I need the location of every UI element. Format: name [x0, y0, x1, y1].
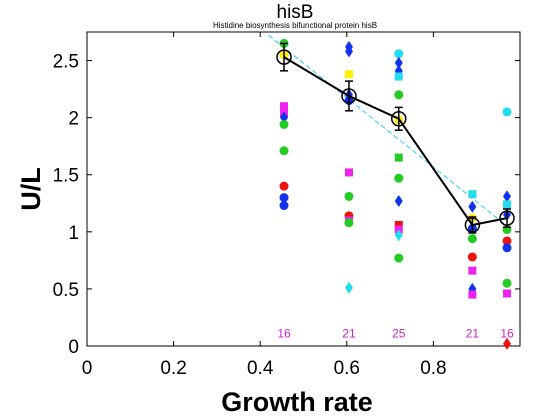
chart-title: hisB [277, 2, 314, 23]
mean-marker [499, 210, 515, 226]
data-point-square [503, 200, 512, 209]
y-axis-label: U/L [16, 167, 46, 211]
data-point-circle [502, 243, 512, 253]
chart-subtitle: Histidine biosynthesis bifunctional prot… [213, 21, 377, 30]
mean-line [283, 56, 508, 227]
y-tick-label: 1.5 [53, 166, 79, 187]
data-point-circle [394, 49, 404, 59]
data-point-diamond [468, 200, 477, 213]
data-point-circle [279, 146, 289, 156]
data-point-circle [344, 218, 354, 228]
data-point-circle [344, 191, 354, 201]
data-point-square [468, 266, 477, 275]
data-point-diamond [344, 45, 353, 58]
data-point-circle [394, 253, 404, 263]
x-axis-label: Growth rate [221, 387, 373, 417]
data-point-circle [502, 107, 512, 117]
data-point-diamond [394, 194, 403, 207]
data-point-circle [394, 90, 404, 100]
data-point-diamond [394, 56, 403, 69]
data-point-circle [279, 201, 289, 211]
x-tick-label: 0.8 [420, 358, 446, 379]
axis-ticks: 0 0.2 0.4 0.6 0.8 0 0.5 1 1.5 2 2.5 [53, 32, 520, 379]
data-point-square [394, 220, 403, 229]
data-point-square [503, 289, 512, 298]
x-tick-label: 0 [82, 358, 93, 379]
mean-marker [464, 217, 481, 233]
y-tick-label: 2.5 [53, 52, 79, 73]
plot-area [86, 31, 521, 347]
data-point-circle [502, 236, 512, 246]
y-tick-label: 0 [68, 337, 79, 358]
sample-count-label: 21 [466, 326, 480, 340]
data-point-square [344, 70, 353, 79]
mean-marker [341, 88, 357, 104]
sample-count-label: 16 [277, 326, 291, 340]
sample-count-label: 25 [392, 326, 406, 340]
sample-counts: 16 21 25 21 16 [277, 326, 514, 340]
data-point-circle [467, 234, 477, 244]
data-point-circle [502, 278, 512, 288]
y-tick-label: 1 [68, 223, 79, 244]
data-point-circle [467, 252, 477, 262]
data-point-square [468, 290, 477, 299]
data-point-square [280, 102, 289, 111]
data-point-diamond [503, 337, 512, 350]
x-tick-label: 0.2 [160, 358, 186, 379]
x-tick-label: 0.4 [247, 358, 274, 379]
data-point-circle [279, 119, 289, 129]
data-point-square [344, 168, 353, 177]
data-point-diamond [344, 281, 353, 294]
sample-count-label: 21 [342, 326, 356, 340]
mean-marker [391, 111, 407, 127]
mean-markers [276, 49, 515, 233]
data-point-square [468, 190, 477, 199]
data-point-diamond [503, 190, 512, 203]
data-point-circle [279, 193, 289, 203]
data-point-circle [394, 173, 404, 183]
y-tick-label: 0.5 [53, 280, 79, 301]
x-tick-label: 0.6 [334, 358, 360, 379]
data-point-circle [279, 181, 289, 191]
data-point-square [394, 72, 403, 81]
data-point-diamond [394, 229, 403, 242]
sample-count-label: 16 [500, 326, 514, 340]
data-point-square [394, 153, 403, 162]
y-tick-label: 2 [68, 109, 79, 130]
mean-marker [276, 49, 292, 65]
